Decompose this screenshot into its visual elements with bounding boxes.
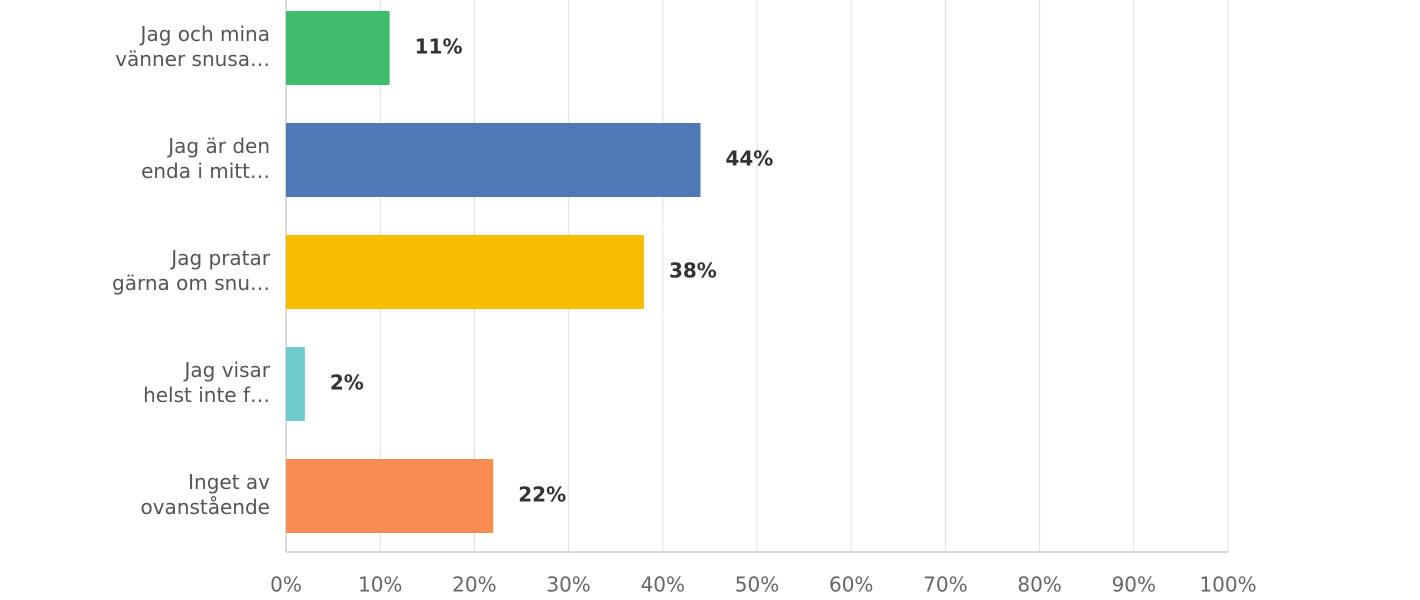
bar — [286, 235, 644, 309]
x-tick-label: 90% — [1112, 573, 1156, 597]
bar — [286, 11, 390, 85]
category-label: enda i mitt… — [141, 159, 270, 183]
x-tick-label: 40% — [641, 573, 685, 597]
category-label: ovanstående — [140, 495, 270, 519]
value-label: 2% — [330, 371, 364, 395]
category-label: helst inte f… — [143, 383, 270, 407]
category-label: Jag visar — [183, 358, 271, 382]
x-tick-label: 70% — [923, 573, 967, 597]
bar — [286, 347, 305, 421]
x-tick-label: 60% — [829, 573, 873, 597]
bar — [286, 123, 701, 197]
x-tick-label: 100% — [1199, 573, 1256, 597]
value-label: 11% — [415, 35, 463, 59]
category-label: vänner snusa… — [115, 47, 270, 71]
category-label: Jag pratar — [169, 246, 270, 270]
category-label: Jag är den — [166, 134, 270, 158]
x-tick-label: 0% — [270, 573, 302, 597]
x-tick-label: 20% — [452, 573, 496, 597]
category-label: Inget av — [188, 470, 270, 494]
x-tick-label: 30% — [546, 573, 590, 597]
x-tick-label: 10% — [358, 573, 402, 597]
value-label: 22% — [518, 483, 566, 507]
x-tick-label: 80% — [1017, 573, 1061, 597]
bar — [286, 459, 494, 533]
value-label: 44% — [725, 147, 773, 171]
category-label: Jag och mina — [139, 22, 270, 46]
x-tick-label: 50% — [735, 573, 779, 597]
category-label: gärna om snu… — [112, 271, 270, 295]
value-label: 38% — [669, 259, 717, 283]
